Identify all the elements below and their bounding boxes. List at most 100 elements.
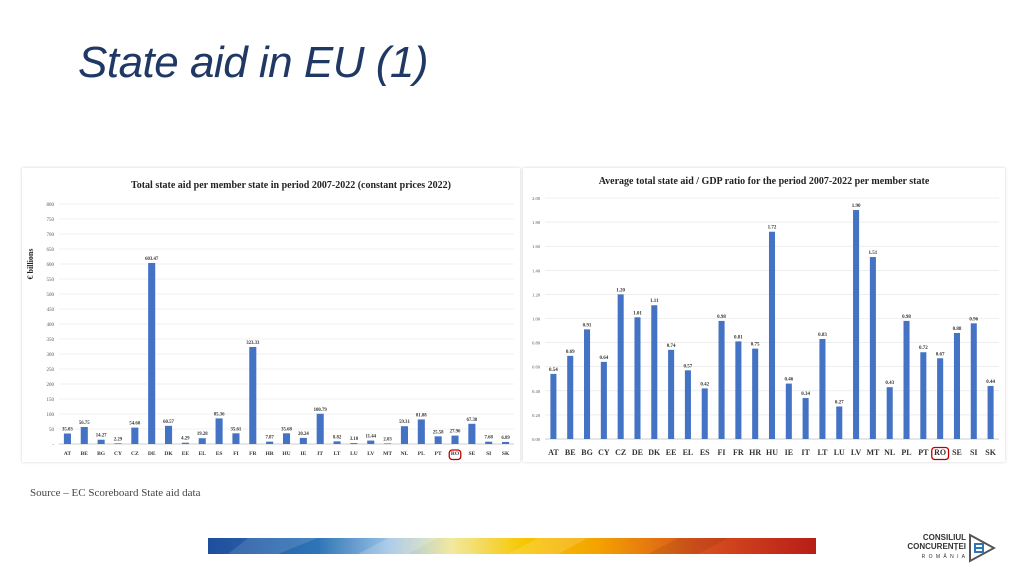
c0-data-label-fi: 35.61 bbox=[231, 427, 242, 432]
logo-line-2: CONCURENȚEI bbox=[907, 542, 966, 551]
c0-bar-lt bbox=[333, 441, 341, 444]
c1-bar-hr bbox=[752, 348, 759, 439]
c1-data-label-lv: 1.90 bbox=[852, 204, 861, 209]
c0-data-label-se: 67.38 bbox=[466, 418, 477, 423]
c1-bar-nl bbox=[886, 387, 893, 439]
c0-category-label-sk: SK bbox=[502, 451, 510, 457]
c0-category-label-si: SI bbox=[486, 451, 491, 457]
c0-data-label-ie: 20.24 bbox=[298, 432, 309, 437]
c0-category-label-pl: PL bbox=[418, 451, 425, 457]
c0-category-label-hr: HR bbox=[266, 451, 275, 457]
c1-category-label-dk: DK bbox=[648, 448, 661, 457]
c0-data-label-ee: 4.29 bbox=[181, 437, 190, 442]
c0-category-label-dk: DK bbox=[164, 451, 173, 457]
c1-bar-be bbox=[567, 355, 574, 439]
c0-data-label-lv: 11.44 bbox=[365, 435, 376, 440]
c0-bar-hu bbox=[282, 433, 291, 444]
c0-y-tick-label: 500 bbox=[47, 293, 55, 298]
c1-category-label-pt: PT bbox=[918, 448, 929, 457]
c1-category-label-hu: HU bbox=[766, 448, 778, 457]
c0-bar-lu bbox=[350, 443, 358, 444]
c1-data-label-fi: 0.98 bbox=[717, 315, 726, 320]
c1-bar-bg bbox=[584, 329, 591, 439]
c1-bar-pl bbox=[903, 320, 910, 439]
c0-bar-sk bbox=[502, 441, 510, 444]
c0-data-label-pt: 25.58 bbox=[433, 430, 444, 435]
c1-data-label-hr: 0.75 bbox=[751, 343, 760, 348]
c0-y-tick-label: 300 bbox=[47, 353, 55, 358]
c0-category-label-ee: EE bbox=[182, 451, 190, 457]
c1-category-label-fr: FR bbox=[733, 448, 744, 457]
c0-category-label-at: AT bbox=[64, 451, 72, 457]
c1-y-tick-label: 0.60 bbox=[532, 365, 541, 370]
c1-bar-lt bbox=[819, 338, 826, 439]
total-state-aid-chart-title: Total state aid per member state in peri… bbox=[130, 180, 452, 191]
c1-bar-si bbox=[970, 323, 977, 439]
c1-data-label-at: 0.54 bbox=[549, 368, 558, 373]
c0-bar-lv bbox=[367, 440, 375, 444]
c0-y-tick-label: 350 bbox=[47, 338, 55, 343]
c0-bar-bg bbox=[97, 439, 105, 444]
c0-y-tick-label: 750 bbox=[47, 218, 55, 223]
c1-data-label-fr: 0.81 bbox=[734, 335, 743, 340]
c1-data-label-mt: 1.51 bbox=[869, 251, 878, 256]
c1-bar-fr bbox=[735, 341, 742, 439]
c1-data-label-ee: 0.74 bbox=[667, 344, 676, 349]
c1-y-tick-label: 0.40 bbox=[532, 389, 541, 394]
decorative-ribbon bbox=[208, 538, 816, 554]
c1-data-label-es: 0.42 bbox=[700, 382, 709, 387]
c0-bar-it bbox=[316, 413, 324, 444]
c0-category-label-bg: BG bbox=[97, 451, 106, 457]
c0-category-label-ro: RO bbox=[451, 451, 460, 457]
c1-category-label-nl: NL bbox=[884, 448, 895, 457]
c0-bar-ro bbox=[451, 435, 459, 444]
c0-data-label-sk: 6.89 bbox=[501, 436, 510, 441]
c1-bar-cy bbox=[600, 361, 607, 439]
c0-category-label-lu: LU bbox=[350, 451, 358, 457]
c0-bar-el bbox=[198, 438, 206, 444]
c1-data-label-de: 1.01 bbox=[633, 311, 642, 316]
c1-category-label-it: IT bbox=[801, 448, 810, 457]
c0-y-tick-label: 800 bbox=[47, 203, 55, 208]
c0-y-tick-label: 450 bbox=[47, 308, 55, 313]
c0-y-tick-label: 700 bbox=[47, 233, 55, 238]
c1-bar-fi bbox=[718, 320, 725, 439]
c1-category-label-ro: RO bbox=[934, 448, 946, 457]
c0-y-tick-label: 100 bbox=[47, 413, 55, 418]
c0-category-label-ie: IE bbox=[300, 451, 306, 457]
c1-bar-hu bbox=[768, 231, 776, 439]
c0-data-label-mt: 2.03 bbox=[383, 437, 392, 442]
c1-category-label-de: DE bbox=[632, 448, 643, 457]
c0-data-label-at: 35.03 bbox=[62, 427, 73, 432]
c1-data-label-el: 0.57 bbox=[684, 364, 693, 369]
c1-bar-ee bbox=[668, 349, 675, 439]
c1-category-label-el: EL bbox=[683, 448, 694, 457]
c0-bar-nl bbox=[400, 426, 409, 444]
c1-data-label-it: 0.34 bbox=[801, 392, 810, 397]
c0-category-label-it: IT bbox=[317, 451, 323, 457]
c1-category-label-be: BE bbox=[565, 448, 576, 457]
c1-data-label-ie: 0.46 bbox=[784, 378, 793, 383]
c1-y-tick-label: 1.20 bbox=[532, 292, 541, 297]
c0-bar-hr bbox=[266, 441, 274, 444]
c0-data-label-dk: 60.57 bbox=[163, 420, 174, 425]
c1-bar-de bbox=[634, 317, 641, 439]
c1-bar-lu bbox=[836, 406, 843, 439]
c0-category-label-lt: LT bbox=[334, 451, 341, 457]
c0-y-tick-label: 400 bbox=[47, 323, 55, 328]
c0-bar-ee bbox=[181, 442, 189, 444]
c0-category-label-fi: FI bbox=[233, 451, 239, 457]
c1-bar-at bbox=[550, 373, 557, 439]
c0-category-label-mt: MT bbox=[383, 451, 392, 457]
c1-data-label-se: 0.88 bbox=[953, 327, 962, 332]
c1-category-label-cy: CY bbox=[598, 448, 610, 457]
c1-y-tick-label: 1.40 bbox=[532, 268, 541, 273]
c0-bar-se bbox=[468, 423, 476, 444]
c1-category-label-sk: SK bbox=[985, 448, 996, 457]
c1-bar-dk bbox=[651, 305, 658, 439]
c1-bar-it bbox=[802, 398, 809, 439]
c1-category-label-es: ES bbox=[700, 448, 710, 457]
c1-category-label-cz: CZ bbox=[615, 448, 626, 457]
c1-data-label-hu: 1.72 bbox=[768, 226, 777, 231]
c0-data-label-el: 19.28 bbox=[197, 432, 208, 437]
